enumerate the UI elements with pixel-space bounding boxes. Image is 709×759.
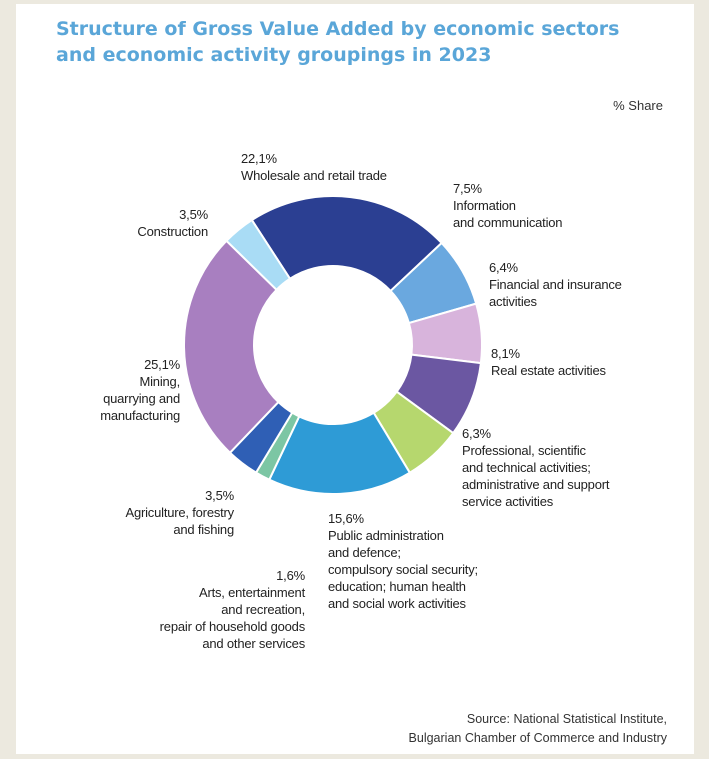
chart-card	[16, 4, 694, 754]
slice-label-0: 22,1% Wholesale and retail trade	[241, 150, 387, 184]
slice-label-2: 6,4% Financial and insurance activities	[489, 259, 622, 310]
slice-value-2: 6,4%	[489, 260, 518, 275]
slice-label-8: 25,1% Mining, quarrying and manufacturing	[60, 356, 180, 424]
slice-label-6: 1,6% Arts, entertainment and recreation, …	[120, 567, 306, 652]
slice-name-4: Professional, scientific and technical a…	[462, 443, 610, 509]
slice-label-1: 7,5% Information and communication	[453, 180, 563, 231]
slice-value-4: 6,3%	[462, 426, 491, 441]
slice-value-5: 15,6%	[328, 511, 364, 526]
slice-name-8: Mining, quarrying and manufacturing	[100, 374, 180, 423]
donut-slice-8	[183, 239, 280, 455]
slice-label-7: 3,5% Agriculture, forestry and fishing	[116, 487, 234, 538]
slice-label-3: 8,1% Real estate activities	[491, 345, 606, 379]
slice-name-0: Wholesale and retail trade	[241, 168, 387, 183]
chart-title: Structure of Gross Value Added by econom…	[56, 16, 656, 68]
source-note: Source: National Statistical Institute, …	[409, 710, 667, 748]
slice-name-5: Public administration and defence; compu…	[328, 528, 478, 611]
source-line2: Bulgarian Chamber of Commerce and Indust…	[408, 731, 667, 745]
slice-name-7: Agriculture, forestry and fishing	[125, 505, 234, 537]
slice-value-6: 1,6%	[276, 568, 305, 583]
slice-value-9: 3,5%	[179, 207, 208, 222]
donut-slice-9	[225, 218, 292, 292]
slice-name-3: Real estate activities	[491, 363, 606, 378]
donut-slice-0	[250, 195, 444, 293]
source-line1: Source: National Statistical Institute,	[466, 712, 667, 726]
slice-name-6: Arts, entertainment and recreation, repa…	[159, 585, 306, 651]
slice-label-5: 15,6% Public administration and defence; …	[328, 510, 478, 612]
slice-name-9: Construction	[137, 224, 208, 239]
slice-value-3: 8,1%	[491, 346, 520, 361]
slice-name-1: Information and communication	[453, 198, 563, 230]
slice-label-9: 3,5% Construction	[100, 206, 208, 240]
slice-value-0: 22,1%	[241, 151, 277, 166]
unit-label: % Share	[613, 98, 663, 113]
slice-name-2: Financial and insurance activities	[489, 277, 622, 309]
slice-label-4: 6,3% Professional, scientific and technic…	[462, 425, 609, 510]
slice-value-7: 3,5%	[205, 488, 234, 503]
slice-value-8: 25,1%	[144, 357, 180, 372]
chart-title-line1: Structure of Gross Value Added by econom…	[56, 18, 620, 40]
slice-value-1: 7,5%	[453, 181, 482, 196]
chart-title-line2: and economic activity groupings in 2023	[56, 44, 492, 66]
